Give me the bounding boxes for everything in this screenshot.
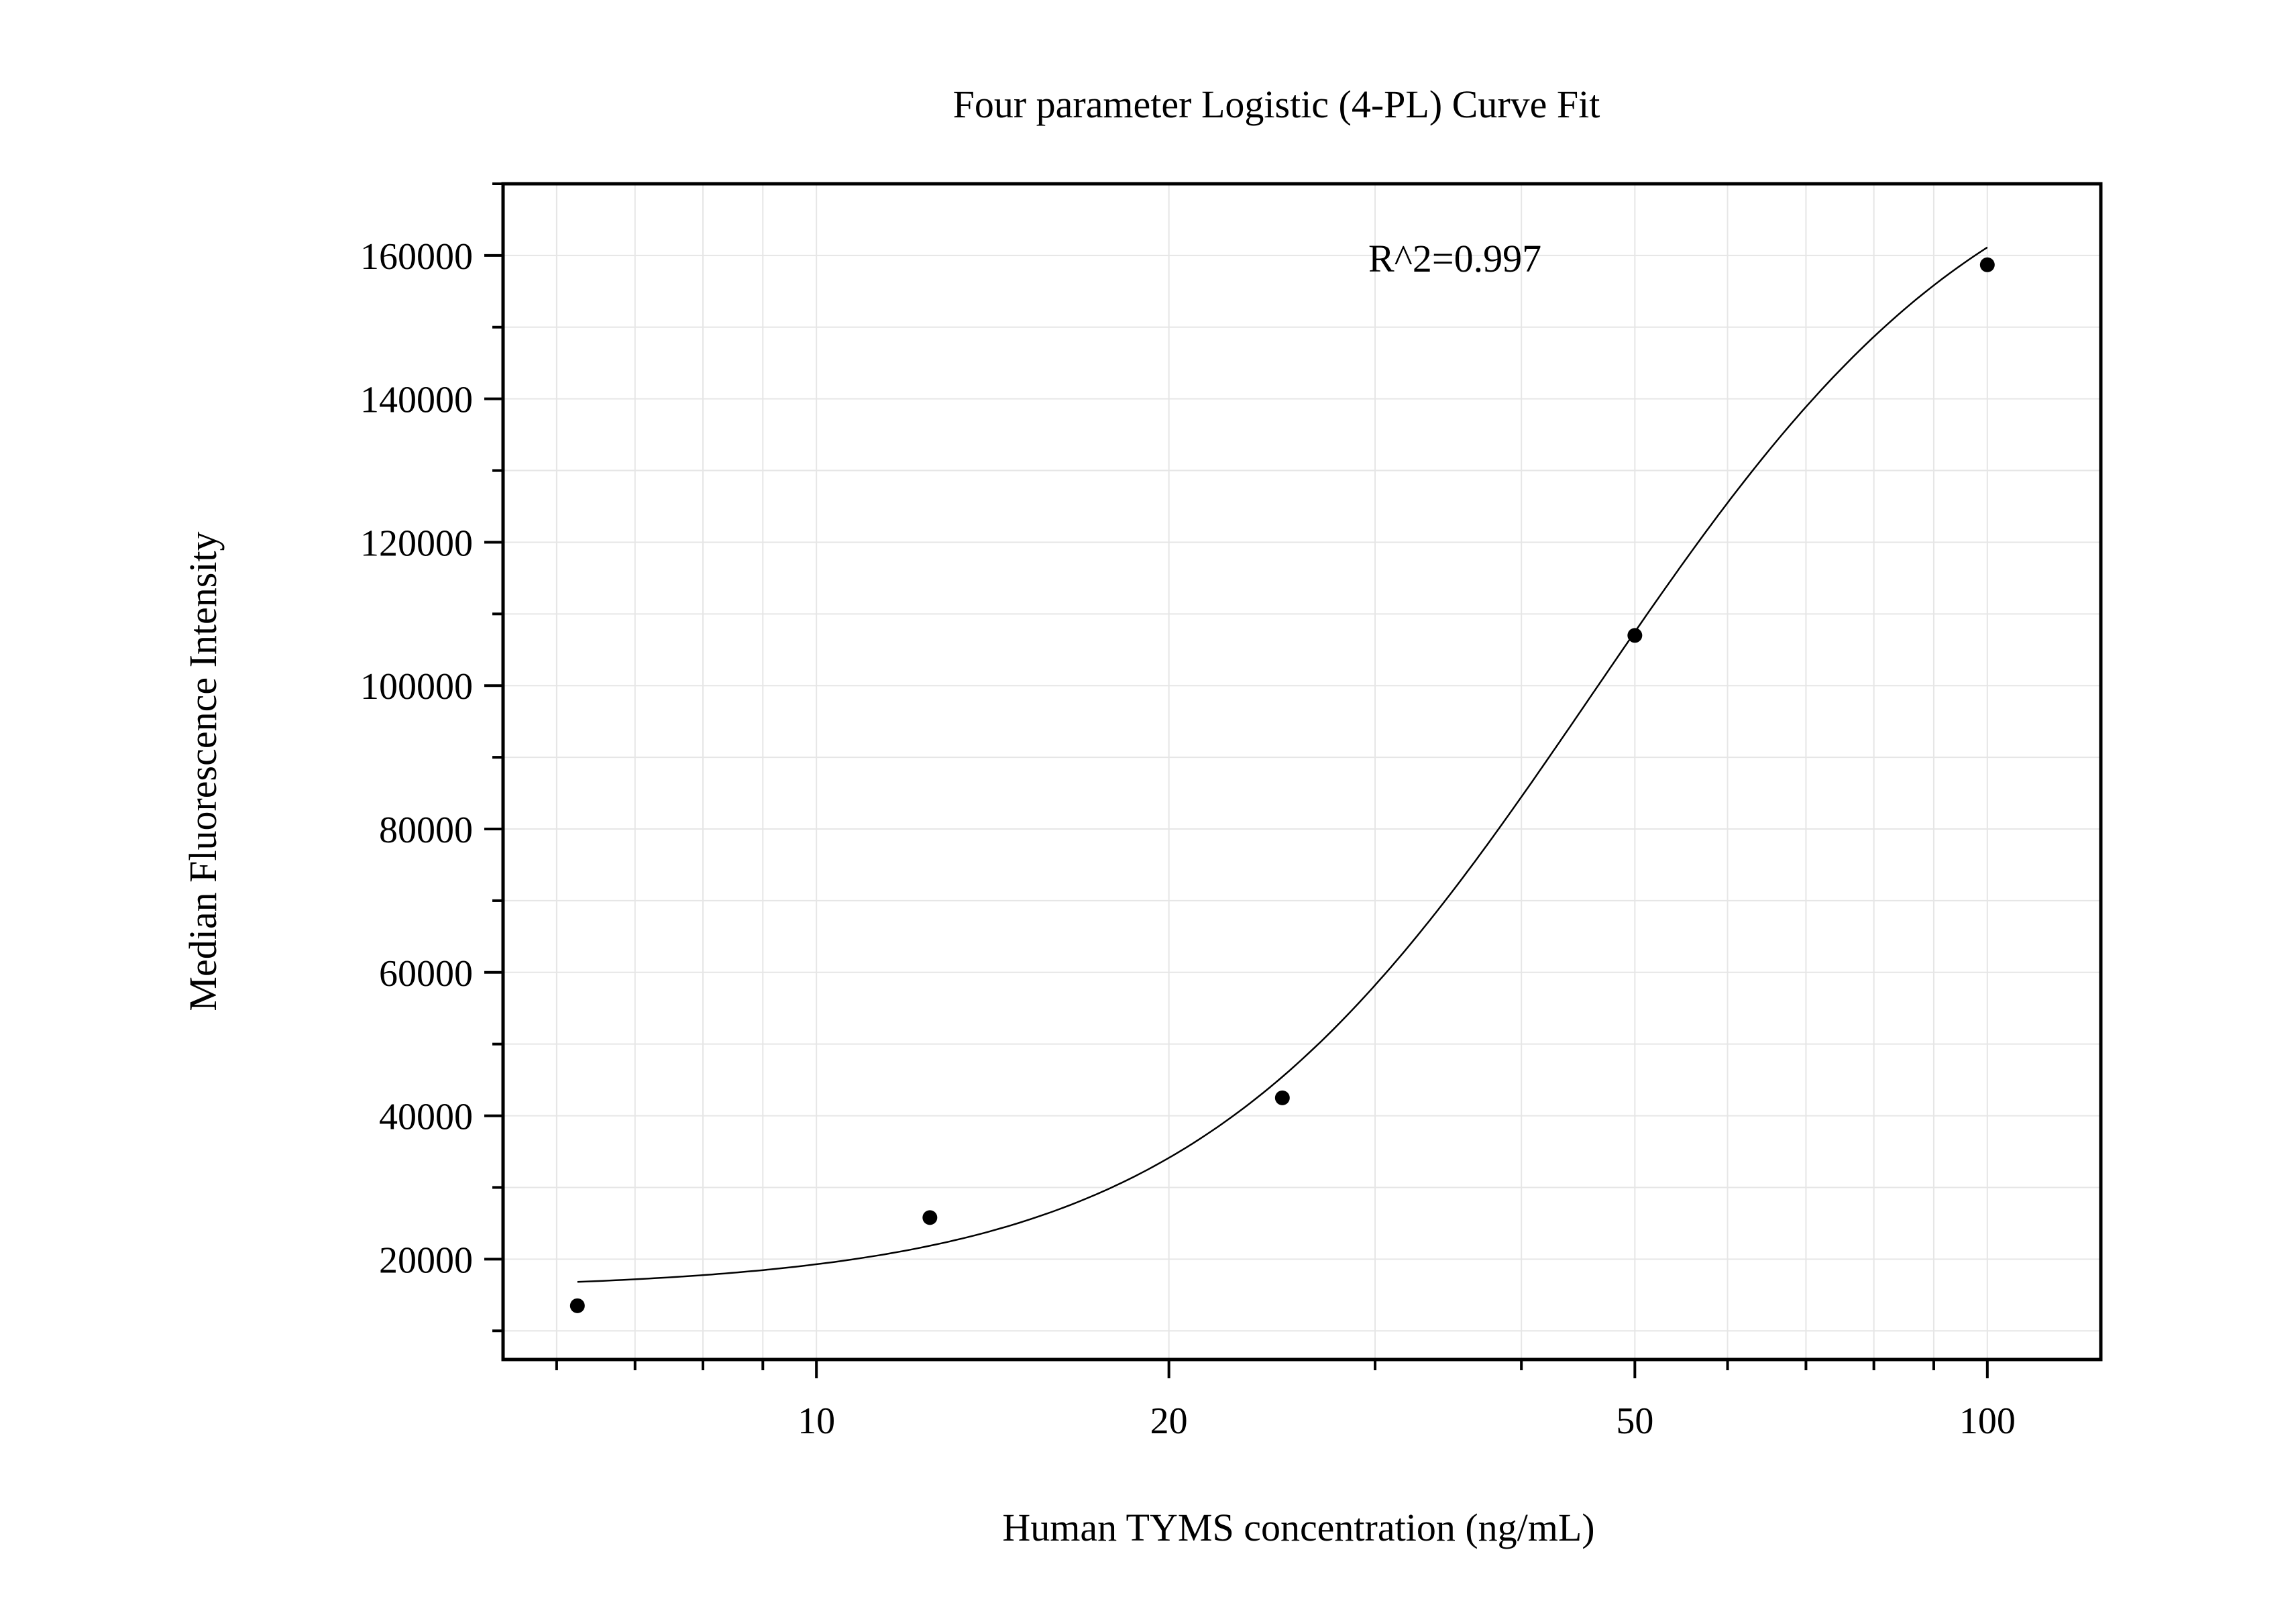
y-tick-label: 100000 bbox=[360, 666, 473, 708]
y-tick-label: 60000 bbox=[379, 953, 473, 995]
y-tick-label: 120000 bbox=[360, 522, 473, 564]
data-point bbox=[1627, 628, 1643, 643]
tick-labels: 10 20 50 100 20000 40000 60000 80000 100000 12000… bbox=[360, 236, 2016, 1442]
data-point bbox=[922, 1210, 938, 1225]
axis-ticks bbox=[484, 182, 1989, 1378]
grid bbox=[503, 183, 2101, 1360]
data-point bbox=[1274, 1090, 1290, 1105]
fit-curve bbox=[577, 246, 1988, 1283]
data-points bbox=[569, 257, 1995, 1313]
plot-frame bbox=[501, 182, 2103, 1362]
chart-title: Four parameter Logistic (4-PL) Curve Fit bbox=[953, 82, 1600, 126]
x-axis-label: Human TYMS concentration (ng/mL) bbox=[1002, 1506, 1594, 1549]
data-point bbox=[569, 1298, 585, 1313]
y-axis-label: Median Fluorescence Intensity bbox=[181, 531, 225, 1011]
y-tick-label: 40000 bbox=[379, 1097, 473, 1138]
y-tick-label: 80000 bbox=[379, 810, 473, 851]
data-point bbox=[1979, 257, 1995, 272]
x-tick-label: 100 bbox=[1959, 1400, 2016, 1442]
fit-curve-layer bbox=[577, 246, 1988, 1283]
x-tick-label: 10 bbox=[798, 1400, 835, 1442]
x-tick-label: 50 bbox=[1616, 1400, 1653, 1442]
y-tick-label: 140000 bbox=[360, 380, 473, 421]
r-squared-annotation: R^2=0.997 bbox=[1368, 237, 1541, 280]
x-tick-label: 20 bbox=[1150, 1400, 1188, 1442]
y-tick-label: 160000 bbox=[360, 236, 473, 278]
y-tick-label: 20000 bbox=[379, 1239, 473, 1281]
